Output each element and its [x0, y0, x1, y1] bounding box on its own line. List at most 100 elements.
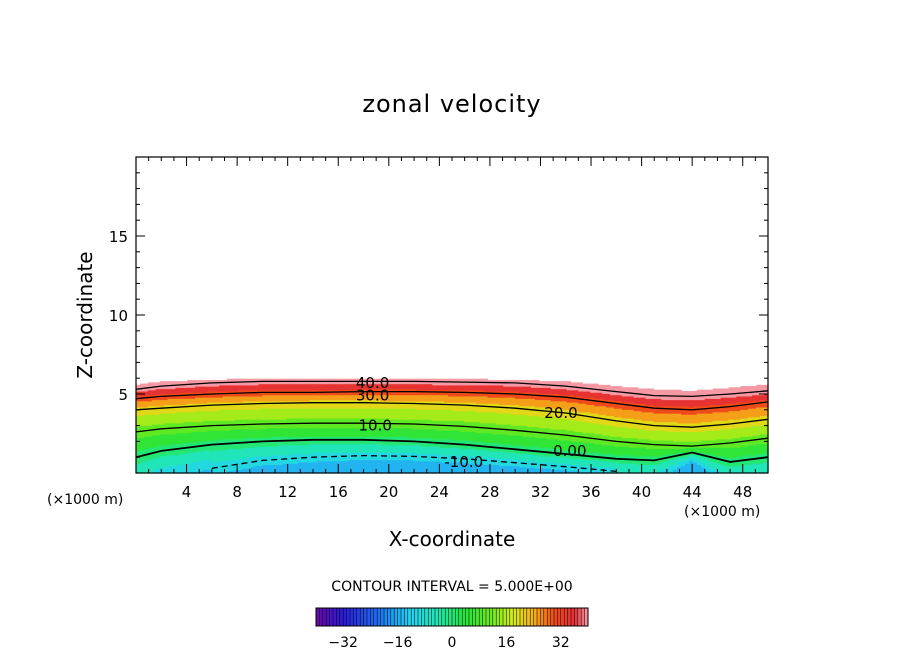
- field-cell: [290, 459, 295, 462]
- field-cell: [313, 470, 319, 473]
- field-cell: [234, 406, 240, 409]
- field-cell: [195, 439, 200, 442]
- field-cell: [211, 390, 216, 393]
- field-cell: [376, 398, 382, 401]
- field-cell: [151, 438, 157, 441]
- field-cell: [207, 453, 212, 456]
- field-cell: [321, 409, 327, 412]
- field-cell: [297, 459, 303, 462]
- field-cell: [357, 446, 362, 448]
- field-cell: [309, 459, 315, 462]
- field-cell: [230, 455, 236, 458]
- field-cell: [309, 425, 315, 428]
- field-cell: [294, 453, 299, 456]
- field-cell: [297, 403, 303, 406]
- field-cell: [171, 441, 177, 443]
- field-cell: [159, 443, 165, 446]
- field-cell: [250, 463, 256, 466]
- field-cell: [139, 384, 145, 387]
- field-cell: [246, 446, 252, 448]
- field-cell: [345, 413, 350, 415]
- field-cell: [321, 435, 327, 437]
- field-cell: [183, 415, 188, 418]
- field-cell: [147, 398, 153, 401]
- field-cell: [290, 452, 295, 454]
- field-cell: [179, 397, 184, 399]
- field-cell: [333, 414, 339, 417]
- field-cell: [207, 426, 212, 429]
- field-cell: [388, 436, 394, 439]
- field-cell: [191, 430, 196, 432]
- field-cell: [290, 426, 295, 429]
- field-cell: [341, 458, 346, 461]
- field-cell: [294, 443, 299, 446]
- field-cell: [376, 444, 382, 447]
- field-cell: [250, 457, 256, 459]
- field-cell: [373, 443, 378, 446]
- field-cell: [337, 441, 342, 443]
- field-cell: [282, 425, 287, 428]
- field-cell: [349, 421, 354, 424]
- field-cell: [266, 465, 271, 468]
- field-cell: [329, 448, 335, 451]
- field-cell: [199, 397, 204, 399]
- field-cell: [230, 422, 236, 425]
- field-cell: [230, 378, 236, 381]
- field-cell: [183, 410, 188, 413]
- field-cell: [211, 442, 216, 445]
- field-cell: [147, 464, 153, 467]
- field-cell: [384, 459, 390, 462]
- field-cell: [270, 431, 275, 434]
- field-cell: [147, 468, 153, 470]
- field-cell: [321, 383, 327, 386]
- field-cell: [321, 459, 327, 462]
- field-cell: [349, 449, 354, 452]
- field-cell: [361, 431, 366, 434]
- field-cell: [357, 411, 362, 414]
- field-cell: [297, 399, 303, 402]
- field-cell: [207, 395, 212, 398]
- field-cell: [290, 413, 295, 415]
- field-cell: [278, 459, 283, 462]
- field-cell: [234, 413, 240, 415]
- field-cell: [325, 387, 331, 390]
- field-cell: [139, 458, 145, 461]
- field-cell: [297, 444, 303, 447]
- field-cell: [179, 466, 184, 469]
- field-cell: [183, 457, 188, 459]
- field-cell: [143, 414, 149, 417]
- field-cell: [333, 398, 339, 401]
- field-cell: [361, 394, 366, 397]
- field-cell: [222, 458, 228, 461]
- field-cell: [147, 426, 153, 429]
- field-cell: [199, 384, 204, 387]
- field-cell: [246, 435, 252, 437]
- field-cell: [380, 413, 386, 415]
- field-cell: [313, 460, 319, 463]
- field-cell: [341, 397, 346, 399]
- field-cell: [353, 382, 358, 385]
- field-cell: [274, 452, 279, 454]
- field-cell: [380, 411, 386, 414]
- field-cell: [274, 415, 279, 418]
- field-cell: [171, 446, 177, 448]
- field-cell: [234, 414, 240, 417]
- field-cell: [250, 426, 256, 429]
- field-cell: [254, 387, 260, 390]
- field-cell: [369, 463, 374, 466]
- field-cell: [262, 433, 267, 436]
- field-cell: [270, 406, 275, 409]
- field-cell: [258, 424, 263, 426]
- field-cell: [380, 442, 386, 445]
- field-cell: [183, 437, 188, 440]
- field-cell: [384, 464, 390, 467]
- field-cell: [384, 397, 390, 399]
- field-cell: [187, 401, 192, 404]
- field-cell: [230, 379, 236, 382]
- field-cell: [325, 411, 331, 414]
- field-cell: [305, 389, 311, 392]
- field-cell: [230, 468, 236, 470]
- field-cell: [380, 416, 386, 419]
- field-cell: [203, 392, 208, 394]
- field-cell: [349, 395, 354, 398]
